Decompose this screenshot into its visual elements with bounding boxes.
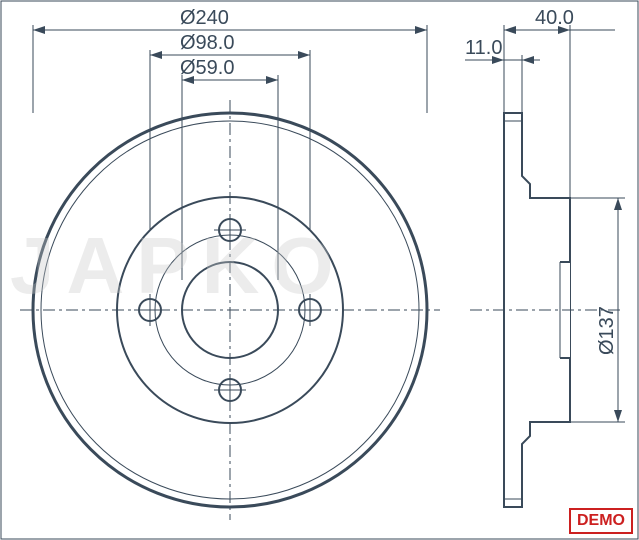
dim-d59-label: Ø59.0 [180,57,234,79]
dim-d137-label: Ø137 [596,306,618,355]
dim-d240-label: Ø240 [180,7,229,29]
dim-d98-label: Ø98.0 [180,32,234,54]
drawing-canvas: Ø240 Ø98.0 Ø59.0 40.0 11.0 [0,0,639,540]
front-view [20,100,440,520]
dimension-40: 40.0 [504,7,615,198]
dim-40-label: 40.0 [535,7,574,29]
demo-badge: DEMO [569,508,633,534]
frame-border [1,1,638,539]
dim-11-label: 11.0 [465,37,502,59]
dimension-11: 11.0 [465,37,540,113]
dimension-d59: Ø59.0 [180,57,278,280]
